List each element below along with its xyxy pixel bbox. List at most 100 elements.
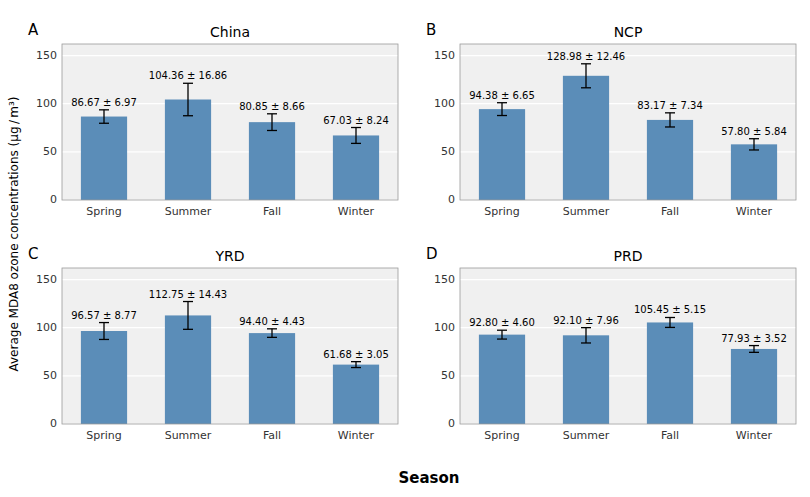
panel: 05010015092.80 ± 4.6092.10 ± 7.96105.45 … [426, 245, 796, 442]
grid-line [460, 55, 796, 56]
y-tick-label: 0 [50, 417, 57, 430]
error-cap [99, 109, 109, 110]
panel-label: B [426, 21, 436, 39]
x-tick-label: Summer [165, 429, 212, 442]
error-stem [103, 110, 104, 123]
error-bar [581, 64, 591, 88]
grid-line [62, 327, 398, 328]
data-label: 80.85 ± 8.66 [239, 101, 305, 112]
error-cap [497, 330, 507, 331]
grid-line [460, 103, 796, 104]
y-axis-label: Average MDA8 ozone concentrations (μg / … [7, 96, 21, 371]
error-bar [581, 328, 591, 343]
grid-line [62, 55, 398, 56]
error-cap [665, 126, 675, 127]
y-tick-label: 100 [434, 321, 455, 334]
x-tick-label: Fall [661, 205, 679, 218]
y-tick-label: 0 [448, 417, 455, 430]
data-label: 86.67 ± 6.97 [71, 97, 137, 108]
x-tick-label: Summer [165, 205, 212, 218]
x-tick-label: Spring [86, 205, 122, 218]
x-axis-label: Season [398, 469, 459, 487]
data-label: 92.80 ± 4.60 [469, 317, 535, 328]
error-cap [749, 149, 759, 150]
error-bar [183, 302, 193, 330]
error-cap [183, 115, 193, 116]
bar [647, 322, 693, 424]
error-cap [749, 138, 759, 139]
bar [249, 122, 295, 200]
error-cap [497, 338, 507, 339]
bar [81, 117, 127, 200]
error-cap [351, 367, 361, 368]
panel-title: China [210, 24, 250, 40]
error-stem [187, 302, 188, 330]
plot-frame [62, 44, 398, 200]
x-tick-label: Summer [563, 205, 610, 218]
error-bar [749, 139, 759, 150]
panel: 05010015096.57 ± 8.77112.75 ± 14.4394.40… [28, 245, 398, 442]
x-tick-label: Winter [338, 205, 375, 218]
bar [81, 331, 127, 424]
x-tick-label: Fall [263, 205, 281, 218]
background [0, 0, 810, 497]
error-cap [99, 123, 109, 124]
error-cap [581, 63, 591, 64]
error-bar [267, 114, 277, 131]
data-label: 128.98 ± 12.46 [547, 51, 625, 62]
y-tick-label: 0 [50, 193, 57, 206]
y-tick-label: 150 [434, 273, 455, 286]
error-bar [749, 346, 759, 353]
error-stem [669, 317, 670, 327]
error-stem [271, 329, 272, 338]
error-bar [497, 330, 507, 339]
data-label: 83.17 ± 7.34 [637, 100, 703, 111]
chart: 05010015086.67 ± 6.97104.36 ± 16.8680.85… [0, 0, 810, 497]
error-cap [183, 329, 193, 330]
error-cap [267, 113, 277, 114]
y-tick-label: 100 [434, 97, 455, 110]
error-bar [665, 113, 675, 127]
error-stem [355, 128, 356, 144]
data-label: 92.10 ± 7.96 [553, 315, 619, 326]
bar [731, 349, 777, 424]
y-tick-label: 150 [36, 273, 57, 286]
error-cap [267, 130, 277, 131]
y-tick-label: 50 [441, 369, 455, 382]
x-tick-label: Fall [661, 429, 679, 442]
x-tick-label: Spring [484, 429, 520, 442]
grid-line [62, 279, 398, 280]
error-cap [665, 112, 675, 113]
error-stem [355, 362, 356, 368]
error-stem [187, 83, 188, 115]
error-cap [351, 143, 361, 144]
error-cap [183, 83, 193, 84]
y-tick-label: 50 [43, 369, 57, 382]
error-stem [753, 346, 754, 353]
data-label: 94.38 ± 6.65 [469, 90, 535, 101]
error-stem [271, 114, 272, 131]
y-tick-label: 0 [448, 193, 455, 206]
panel-title: YRD [214, 248, 244, 264]
error-cap [749, 345, 759, 346]
error-cap [581, 342, 591, 343]
grid-line [460, 279, 796, 280]
bar [165, 315, 211, 424]
error-bar [99, 110, 109, 123]
error-cap [749, 352, 759, 353]
error-stem [753, 139, 754, 150]
error-bar [497, 103, 507, 116]
bar [479, 109, 525, 200]
error-bar [351, 362, 361, 368]
error-cap [581, 87, 591, 88]
error-cap [665, 317, 675, 318]
error-stem [103, 323, 104, 340]
plot-frame [460, 268, 796, 424]
y-tick-label: 50 [441, 145, 455, 158]
bar [563, 76, 609, 200]
plot-area [460, 268, 796, 424]
y-tick-label: 150 [434, 49, 455, 62]
panel-title: PRD [614, 248, 643, 264]
panel: 05010015086.67 ± 6.97104.36 ± 16.8680.85… [28, 21, 398, 218]
error-cap [183, 301, 193, 302]
